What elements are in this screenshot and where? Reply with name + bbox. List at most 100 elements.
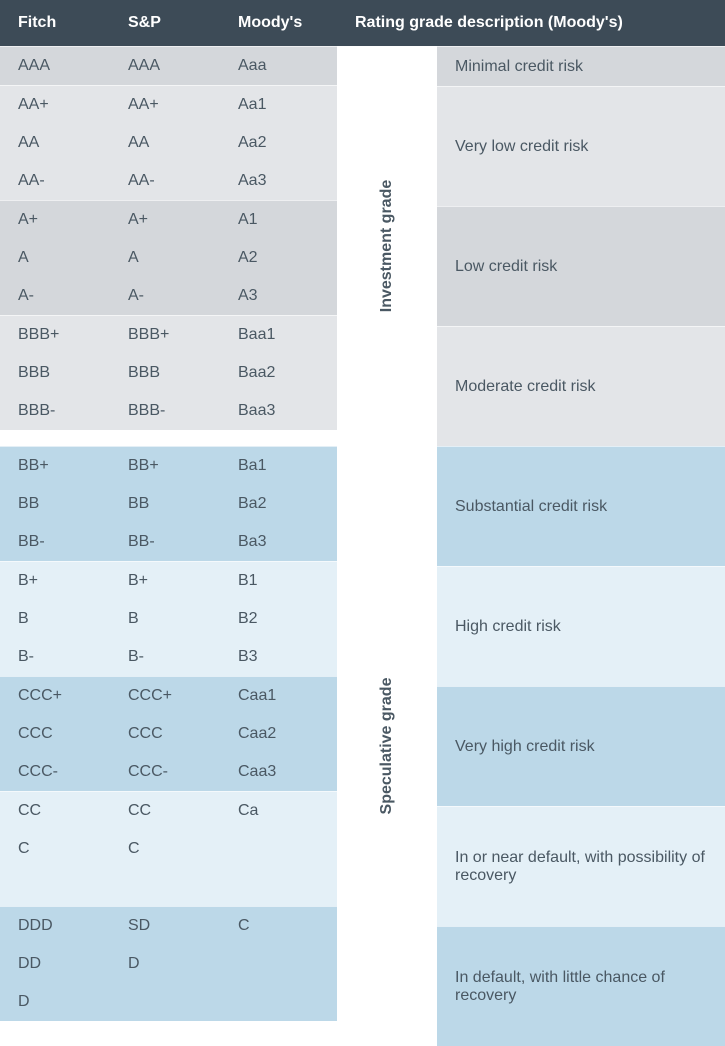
description-column: Substantial credit riskHigh credit riskV… — [437, 446, 725, 1046]
moodys-cell: Aaa — [220, 47, 337, 85]
header-sp: S&P — [110, 0, 220, 46]
rating-block: CCCCCaCC — [0, 791, 337, 906]
rating-block: AAAAAAAaa — [0, 46, 337, 85]
fitch-cell: AA- — [0, 162, 110, 200]
sp-cell: A — [110, 239, 220, 277]
table-row: B-B-B3 — [0, 638, 337, 676]
fitch-cell: CCC — [0, 715, 110, 753]
rating-description: In or near default, with possibility of … — [437, 806, 725, 926]
table-row: CCCCCa — [0, 792, 337, 830]
table-body: AAAAAAAaaAA+AA+Aa1AAAAAa2AA-AA-Aa3A+A+A1… — [0, 46, 725, 1046]
fitch-cell: C — [0, 830, 110, 868]
table-row: BB-BB-Ba3 — [0, 523, 337, 561]
sp-cell: D — [110, 945, 220, 983]
grade-label-text: Investment grade — [378, 180, 396, 312]
moodys-cell: C — [220, 907, 337, 945]
table-row: CCCCCCCaa2 — [0, 715, 337, 753]
ratings-columns: BB+BB+Ba1BBBBBa2BB-BB-Ba3B+B+B1BBB2B-B-B… — [0, 446, 337, 1046]
fitch-cell: A- — [0, 277, 110, 315]
table-row: B+B+B1 — [0, 562, 337, 600]
rating-description: Very low credit risk — [437, 86, 725, 206]
rating-block: CCC+CCC+Caa1CCCCCCCaa2CCC-CCC-Caa3 — [0, 676, 337, 791]
sp-cell: C — [110, 830, 220, 868]
fitch-cell: AAA — [0, 47, 110, 85]
ratings-columns: AAAAAAAaaAA+AA+Aa1AAAAAa2AA-AA-Aa3A+A+A1… — [0, 46, 337, 446]
speculative-grade-label: Speculative grade — [337, 446, 437, 1046]
fitch-cell: BBB — [0, 354, 110, 392]
investment-grade-section: AAAAAAAaaAA+AA+Aa1AAAAAa2AA-AA-Aa3A+A+A1… — [0, 46, 725, 446]
rating-description: In default, with little chance of recove… — [437, 926, 725, 1046]
fitch-cell: BBB+ — [0, 316, 110, 354]
fitch-cell: B+ — [0, 562, 110, 600]
table-row: BBB-BBB-Baa3 — [0, 392, 337, 430]
description-column: Minimal credit risk Very low credit riskL… — [437, 46, 725, 446]
sp-cell: BB- — [110, 523, 220, 561]
moodys-cell: Caa2 — [220, 715, 337, 753]
moodys-cell: Ca — [220, 792, 337, 830]
moodys-cell: A2 — [220, 239, 337, 277]
investment-grade-label: Investment grade — [337, 46, 437, 446]
rating-block: BB+BB+Ba1BBBBBa2BB-BB-Ba3 — [0, 446, 337, 561]
sp-cell: AA+ — [110, 86, 220, 124]
moodys-cell: A1 — [220, 201, 337, 239]
rating-block: AA+AA+Aa1AAAAAa2AA-AA-Aa3 — [0, 85, 337, 200]
table-row: BB+BB+Ba1 — [0, 447, 337, 485]
fitch-cell: AA — [0, 124, 110, 162]
table-row: BBB2 — [0, 600, 337, 638]
fitch-cell: DDD — [0, 907, 110, 945]
table-row: BBBBBa2 — [0, 485, 337, 523]
rating-description-text: In default, with little chance of recove… — [455, 969, 707, 1005]
moodys-cell: Ba1 — [220, 447, 337, 485]
moodys-cell: Baa3 — [220, 392, 337, 430]
sp-cell: BBB — [110, 354, 220, 392]
rating-description: Substantial credit risk — [437, 446, 725, 566]
sp-cell: AA- — [110, 162, 220, 200]
rating-description: Minimal credit risk — [437, 46, 725, 86]
fitch-cell: DD — [0, 945, 110, 983]
rating-description: Low credit risk — [437, 206, 725, 326]
table-row: A-A-A3 — [0, 277, 337, 315]
fitch-cell: A+ — [0, 201, 110, 239]
moodys-cell: Baa1 — [220, 316, 337, 354]
sp-cell — [110, 868, 220, 906]
table-row: AAAAAAAaa — [0, 47, 337, 85]
table-row: AAA2 — [0, 239, 337, 277]
sp-cell: BBB- — [110, 392, 220, 430]
table-row: CC — [0, 830, 337, 868]
table-row: AA-AA-Aa3 — [0, 162, 337, 200]
moodys-cell: Ba3 — [220, 523, 337, 561]
moodys-cell: Baa2 — [220, 354, 337, 392]
moodys-cell: B2 — [220, 600, 337, 638]
fitch-cell: CCC- — [0, 753, 110, 791]
fitch-cell: BB — [0, 485, 110, 523]
fitch-cell: BBB- — [0, 392, 110, 430]
sp-cell: AAA — [110, 47, 220, 85]
rating-block: A+A+A1AAA2A-A-A3 — [0, 200, 337, 315]
rating-description-text: Moderate credit risk — [455, 378, 596, 396]
sp-cell — [110, 983, 220, 1021]
header-moodys: Moody's — [220, 0, 337, 46]
moodys-cell — [220, 945, 337, 983]
moodys-cell: Caa1 — [220, 677, 337, 715]
moodys-cell: B3 — [220, 638, 337, 676]
fitch-cell: CCC+ — [0, 677, 110, 715]
rating-description: High credit risk — [437, 566, 725, 686]
table-header: Fitch S&P Moody's Rating grade descripti… — [0, 0, 725, 46]
sp-cell: CCC- — [110, 753, 220, 791]
rating-description-text: Minimal credit risk — [455, 58, 583, 76]
moodys-cell: Caa3 — [220, 753, 337, 791]
rating-block: DDDSDCDDD D — [0, 906, 337, 1021]
moodys-cell: Aa3 — [220, 162, 337, 200]
table-row: D — [0, 983, 337, 1021]
sp-cell: B — [110, 600, 220, 638]
header-fitch: Fitch — [0, 0, 110, 46]
sp-cell: B- — [110, 638, 220, 676]
table-row: CCC-CCC-Caa3 — [0, 753, 337, 791]
table-row: DDDSDC — [0, 907, 337, 945]
rating-block: B+B+B1BBB2B-B-B3 — [0, 561, 337, 676]
sp-cell: A+ — [110, 201, 220, 239]
moodys-cell: Aa1 — [220, 86, 337, 124]
moodys-cell — [220, 868, 337, 906]
table-row: A+A+A1 — [0, 201, 337, 239]
fitch-cell: BB- — [0, 523, 110, 561]
